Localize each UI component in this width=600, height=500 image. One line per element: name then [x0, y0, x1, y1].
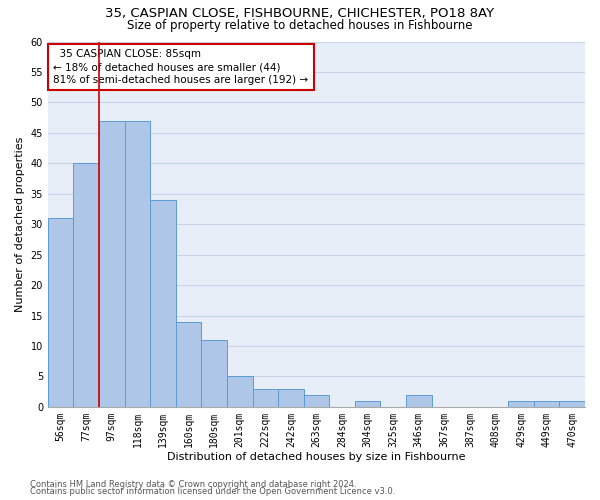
Text: 35, CASPIAN CLOSE, FISHBOURNE, CHICHESTER, PO18 8AY: 35, CASPIAN CLOSE, FISHBOURNE, CHICHESTE… — [106, 8, 494, 20]
Y-axis label: Number of detached properties: Number of detached properties — [15, 136, 25, 312]
Bar — [176, 322, 202, 407]
Text: Contains public sector information licensed under the Open Government Licence v3: Contains public sector information licen… — [30, 487, 395, 496]
Bar — [202, 340, 227, 407]
Bar — [150, 200, 176, 407]
Bar — [227, 376, 253, 407]
Bar — [73, 164, 99, 407]
Bar — [48, 218, 73, 407]
Bar — [559, 400, 585, 407]
Bar — [355, 400, 380, 407]
Bar — [99, 120, 125, 407]
Text: Size of property relative to detached houses in Fishbourne: Size of property relative to detached ho… — [127, 18, 473, 32]
Text: 35 CASPIAN CLOSE: 85sqm
← 18% of detached houses are smaller (44)
81% of semi-de: 35 CASPIAN CLOSE: 85sqm ← 18% of detache… — [53, 49, 308, 85]
Bar — [508, 400, 534, 407]
Bar — [253, 388, 278, 407]
Bar — [125, 120, 150, 407]
Text: Contains HM Land Registry data © Crown copyright and database right 2024.: Contains HM Land Registry data © Crown c… — [30, 480, 356, 489]
Bar — [534, 400, 559, 407]
Bar — [304, 394, 329, 407]
Bar — [406, 394, 431, 407]
Bar — [278, 388, 304, 407]
X-axis label: Distribution of detached houses by size in Fishbourne: Distribution of detached houses by size … — [167, 452, 466, 462]
